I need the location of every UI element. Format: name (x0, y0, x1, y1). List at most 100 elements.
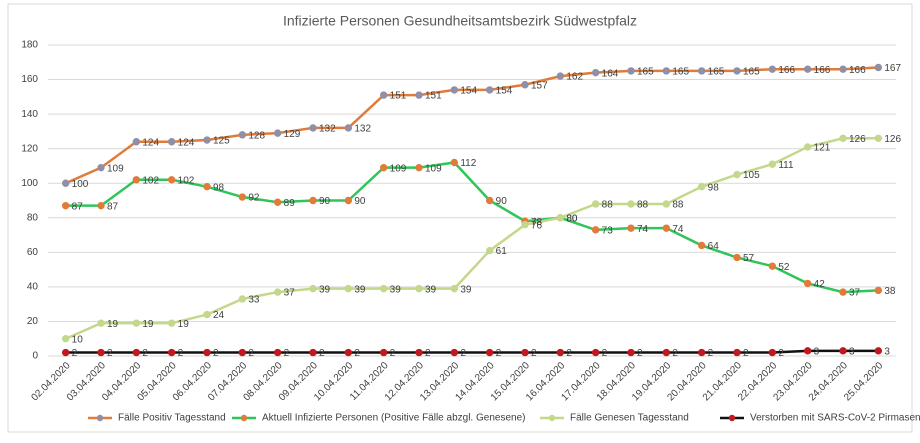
data-label: 166 (849, 65, 866, 76)
data-label: 2 (637, 348, 643, 359)
data-label: 57 (743, 253, 755, 264)
y-tick-label: 80 (27, 212, 39, 223)
data-point (416, 92, 422, 98)
data-label: 132 (354, 124, 371, 135)
data-point (274, 199, 280, 205)
data-point (698, 68, 704, 74)
data-point (98, 349, 104, 355)
data-point (98, 202, 104, 208)
data-point (486, 349, 492, 355)
data-label: 2 (566, 348, 572, 359)
data-label: 39 (354, 284, 366, 295)
data-label: 2 (213, 348, 219, 359)
data-label: 165 (708, 67, 725, 78)
data-label: 2 (178, 348, 184, 359)
data-point (840, 348, 846, 354)
data-label: 154 (460, 86, 477, 97)
y-tick-label: 100 (21, 178, 38, 189)
data-point (168, 177, 174, 183)
data-label: 73 (602, 226, 614, 237)
data-label: 124 (178, 137, 195, 148)
legend-label: Aktuell Infizierte Personen (Positive Fä… (262, 413, 525, 424)
data-point (592, 349, 598, 355)
data-label: 39 (319, 284, 331, 295)
data-label: 37 (284, 288, 296, 299)
data-point (486, 87, 492, 93)
legend-label: Verstorben mit SARS-CoV-2 Pirmasens (750, 413, 920, 424)
data-label: 109 (107, 163, 124, 174)
data-label: 2 (107, 348, 113, 359)
data-label: 19 (142, 319, 154, 330)
data-label: 125 (213, 136, 230, 147)
data-label: 90 (319, 196, 331, 207)
data-label: 165 (637, 67, 654, 78)
legend-marker (549, 415, 555, 421)
data-label: 2 (425, 348, 431, 359)
data-point (168, 139, 174, 145)
data-label: 74 (672, 224, 684, 235)
y-tick-label: 140 (21, 109, 38, 120)
data-point (592, 69, 598, 75)
data-label: 109 (390, 163, 407, 174)
data-label: 124 (142, 137, 159, 148)
data-label: 2 (743, 348, 749, 359)
data-label: 162 (566, 72, 583, 83)
data-point (133, 320, 139, 326)
y-tick-label: 60 (27, 247, 39, 258)
data-point (416, 349, 422, 355)
data-point (98, 164, 104, 170)
data-label: 126 (884, 134, 901, 145)
data-label: 109 (425, 163, 442, 174)
data-point (804, 144, 810, 150)
data-point (804, 66, 810, 72)
legend-label: Fälle Positiv Tagesstand (118, 413, 226, 424)
data-point (345, 285, 351, 291)
data-point (310, 197, 316, 203)
data-point (557, 349, 563, 355)
data-point (416, 285, 422, 291)
y-tick-label: 20 (27, 316, 39, 327)
data-point (310, 349, 316, 355)
data-point (274, 130, 280, 136)
data-point (486, 197, 492, 203)
y-tick-label: 180 (21, 40, 38, 51)
data-label: 37 (849, 288, 861, 299)
data-point (804, 348, 810, 354)
data-point (522, 82, 528, 88)
data-point (380, 92, 386, 98)
data-label: 19 (178, 319, 190, 330)
data-label: 112 (460, 158, 476, 169)
data-point (875, 64, 881, 70)
data-label: 19 (107, 319, 119, 330)
y-tick-label: 120 (21, 143, 38, 154)
data-label: 2 (672, 348, 678, 359)
data-label: 98 (708, 182, 720, 193)
data-point (451, 349, 457, 355)
data-point (416, 164, 422, 170)
data-point (875, 287, 881, 293)
data-label: 121 (814, 143, 831, 154)
data-point (804, 280, 810, 286)
data-point (168, 320, 174, 326)
data-label: 3 (884, 346, 890, 357)
data-point (663, 349, 669, 355)
data-point (133, 139, 139, 145)
data-label: 2 (390, 348, 396, 359)
data-label: 33 (248, 295, 260, 306)
data-point (769, 66, 775, 72)
data-point (62, 202, 68, 208)
data-label: 111 (778, 160, 794, 171)
data-point (274, 289, 280, 295)
data-label: 2 (778, 348, 784, 359)
data-point (875, 135, 881, 141)
data-label: 2 (72, 348, 78, 359)
data-label: 2 (708, 348, 714, 359)
data-point (769, 161, 775, 167)
legend-marker (241, 415, 247, 421)
data-point (698, 183, 704, 189)
data-label: 164 (602, 68, 619, 79)
data-label: 102 (142, 175, 159, 186)
data-label: 76 (531, 220, 543, 231)
legend-marker (729, 415, 735, 421)
data-label: 92 (248, 193, 260, 204)
